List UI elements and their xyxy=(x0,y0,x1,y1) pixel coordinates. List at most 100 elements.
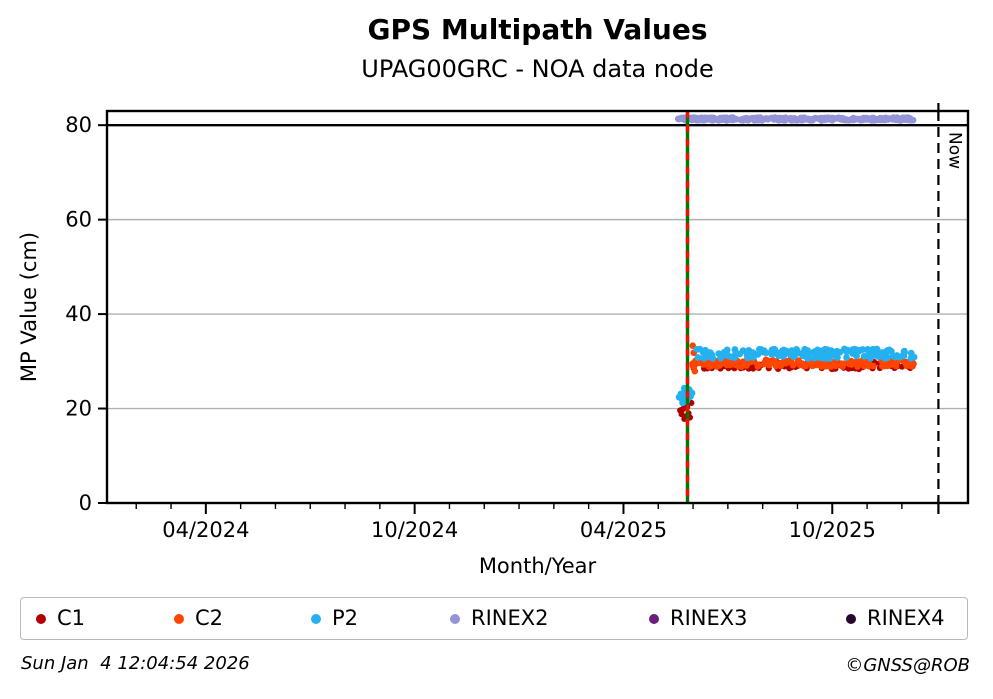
point-p2 xyxy=(899,351,907,359)
legend-label-c1: C1 xyxy=(57,606,86,630)
point-p2 xyxy=(749,354,757,361)
y-tick-label: 0 xyxy=(79,491,92,515)
legend-label-c2: C2 xyxy=(195,606,224,630)
rinex4-marker-icon xyxy=(846,613,856,624)
chart-title: GPS Multipath Values xyxy=(367,13,708,46)
point-rinex2 xyxy=(675,115,683,123)
y-tick-label: 80 xyxy=(65,113,92,137)
x-axis-label: Month/Year xyxy=(479,554,597,578)
point-rinex2 xyxy=(722,116,730,124)
point-c2 xyxy=(789,362,797,369)
y-axis-label: MP Value (cm) xyxy=(17,232,41,382)
series-c2 xyxy=(689,342,917,375)
point-p2 xyxy=(834,354,841,361)
legend: C1 C2 P2 RINEX2 RINEX3 RINEX4 xyxy=(20,597,968,640)
point-p2 xyxy=(727,353,735,361)
point-p2 xyxy=(844,348,851,355)
point-rinex2 xyxy=(704,115,711,123)
point-rinex2 xyxy=(744,116,752,123)
legend-label-rinex2: RINEX2 xyxy=(471,606,549,630)
point-rinex2 xyxy=(737,116,745,124)
point-p2 xyxy=(779,352,787,360)
legend-item-p2: P2 xyxy=(311,598,358,639)
y-tick-label: 20 xyxy=(65,397,92,421)
point-p2 xyxy=(757,346,765,353)
point-c2 xyxy=(881,362,888,370)
point-c2 xyxy=(739,362,747,369)
legend-item-c1: C1 xyxy=(36,598,85,639)
point-rinex2 xyxy=(797,114,805,122)
point-p2 xyxy=(679,399,686,407)
point-rinex2 xyxy=(729,115,736,122)
point-p2 xyxy=(820,355,828,362)
point-rinex2 xyxy=(878,116,885,124)
point-c2 xyxy=(755,362,762,370)
point-c2 xyxy=(716,362,723,369)
point-p2 xyxy=(810,354,818,362)
point-p2 xyxy=(688,389,696,397)
point-rinex2 xyxy=(698,114,705,122)
point-rinex2 xyxy=(889,116,896,123)
point-p2 xyxy=(694,354,702,361)
point-p2 xyxy=(717,354,725,362)
point-p2 xyxy=(791,351,798,358)
point-c2 xyxy=(832,362,839,370)
point-p2 xyxy=(768,347,776,355)
x-tick-label: 10/2024 xyxy=(371,518,458,542)
copyright: ©GNSS@ROB xyxy=(845,655,970,676)
legend-item-c2: C2 xyxy=(174,598,223,639)
point-rinex2 xyxy=(824,114,832,122)
point-p2 xyxy=(693,346,701,353)
point-c2 xyxy=(700,361,707,368)
chart-subtitle: UPAG00GRC - NOA data node xyxy=(361,55,714,83)
legend-item-rinex4: RINEX4 xyxy=(846,598,945,639)
legend-item-rinex3: RINEX3 xyxy=(649,598,748,639)
point-p2 xyxy=(907,355,915,362)
point-c2 xyxy=(858,359,865,366)
y-tick-label: 40 xyxy=(65,302,92,326)
legend-item-rinex2: RINEX2 xyxy=(450,598,549,639)
point-p2 xyxy=(853,352,860,360)
point-p2 xyxy=(793,346,800,353)
point-c2 xyxy=(802,362,810,370)
legend-label-rinex4: RINEX4 xyxy=(867,606,945,630)
legend-label-rinex3: RINEX3 xyxy=(670,606,748,630)
point-rinex2 xyxy=(904,116,912,124)
point-p2 xyxy=(732,349,740,357)
point-p2 xyxy=(883,347,891,354)
point-p2 xyxy=(821,346,829,353)
point-p2 xyxy=(833,348,841,355)
point-p2 xyxy=(707,349,714,357)
point-p2 xyxy=(843,354,850,361)
point-p2 xyxy=(865,352,873,360)
point-c2 xyxy=(691,367,699,375)
c1-marker-icon xyxy=(36,613,46,624)
point-c2 xyxy=(840,360,848,368)
point-p2 xyxy=(889,352,897,359)
legend-label-p2: P2 xyxy=(332,606,359,630)
point-c2 xyxy=(794,357,802,365)
point-p2 xyxy=(869,345,877,353)
point-c2 xyxy=(892,360,899,368)
point-rinex2 xyxy=(754,114,761,122)
point-rinex2 xyxy=(870,114,877,122)
point-rinex2 xyxy=(790,116,798,124)
point-p2 xyxy=(808,349,816,357)
x-tick-label: 04/2025 xyxy=(580,518,667,542)
p2-marker-icon xyxy=(311,613,321,624)
point-p2 xyxy=(803,354,811,362)
point-rinex2 xyxy=(847,116,855,123)
series-p2 xyxy=(675,345,918,407)
point-c2 xyxy=(705,363,713,370)
series-rinex2 xyxy=(674,114,917,124)
point-rinex2 xyxy=(689,115,696,122)
y-tick-label: 60 xyxy=(65,208,92,232)
point-p2 xyxy=(857,346,864,354)
point-rinex2 xyxy=(840,115,847,122)
rinex2-marker-icon xyxy=(450,613,460,624)
point-rinex2 xyxy=(817,115,825,123)
c2-marker-icon xyxy=(174,613,184,624)
x-tick-label: 04/2024 xyxy=(162,518,249,542)
